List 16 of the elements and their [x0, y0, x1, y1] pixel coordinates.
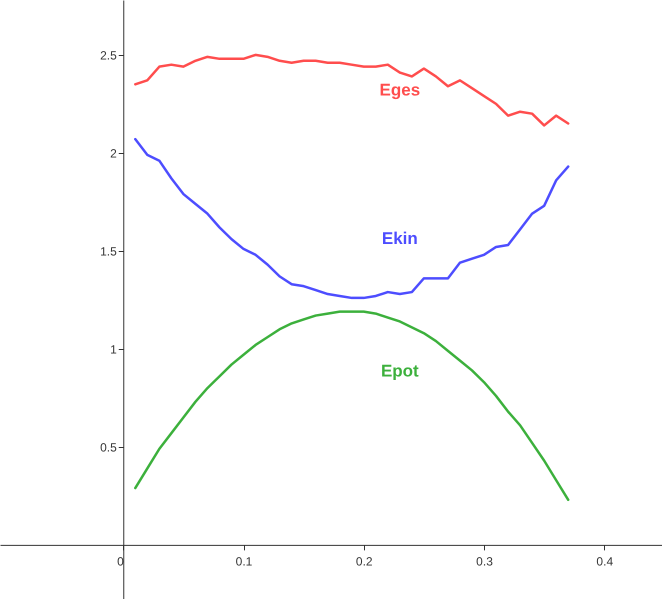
- y-tick-label: 2.5: [100, 48, 118, 62]
- x-tick-label: 0.3: [476, 554, 494, 568]
- y-tick-label: 1.5: [100, 244, 118, 258]
- line-series: [134, 54, 570, 127]
- series-label: Ekin: [382, 229, 418, 248]
- line-series: [134, 138, 570, 300]
- line-series: [134, 310, 570, 502]
- y-tick-label: 2: [110, 146, 118, 160]
- x-tick-label: 0.2: [356, 554, 373, 568]
- series-label: Epot: [380, 361, 420, 380]
- y-tick-label: 1: [110, 342, 118, 356]
- x-tick-label: 0.4: [596, 554, 614, 568]
- series-label: Eges: [380, 80, 420, 100]
- x-tick-label: 0.1: [236, 554, 253, 568]
- y-tick-label: 0.5: [100, 440, 118, 454]
- x-tick-label: 0: [117, 554, 124, 568]
